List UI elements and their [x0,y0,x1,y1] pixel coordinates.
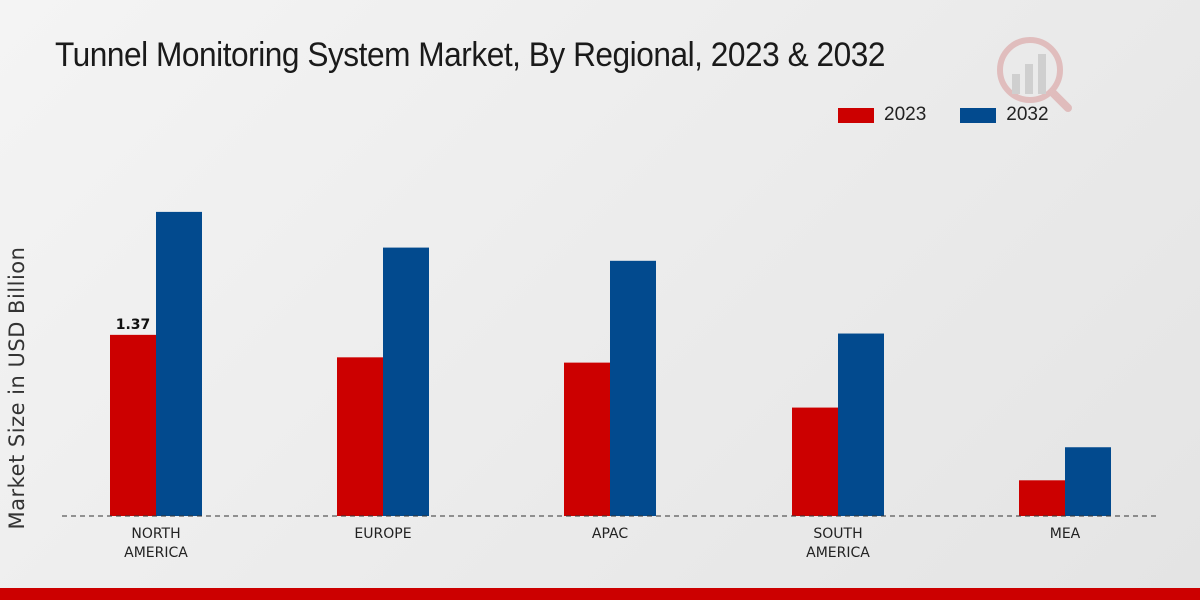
x-tick-label: APAC [592,526,628,542]
bar-2023-mea [1019,480,1065,516]
bar-2023-apac [564,362,610,516]
legend-swatch-2032 [960,107,997,123]
legend-label-2023: 2023 [884,104,927,125]
legend-item-2023: 2023 [838,104,926,126]
legend-swatch-2023 [838,107,874,123]
bar-2032-europe [383,247,429,517]
chart-title: Tunnel Monitoring System Market, By Regi… [55,36,886,74]
legend-item-2032: 2032 [960,104,1049,126]
chart-legend: 2023 2032 [838,104,1049,126]
data-label: 1.37 [116,317,151,333]
bar-2023-north-america [110,334,156,516]
bar-2032-mea [1065,447,1111,516]
legend-label-2032: 2032 [1006,104,1049,125]
x-tick-label: NORTH AMERICA [124,526,188,561]
x-tick-label: EUROPE [354,526,411,542]
bar-2023-south-america [792,407,838,516]
watermark-logo-icon [997,37,1072,112]
bottom-accent-bar [0,588,1200,600]
bar-2032-south-america [838,333,884,516]
bar-2032-north-america [156,211,202,516]
bar-2023-europe [337,357,383,516]
x-tick-label: MEA [1050,526,1081,542]
x-tick-label: SOUTH AMERICA [806,526,870,561]
bar-2032-apac [610,260,656,516]
